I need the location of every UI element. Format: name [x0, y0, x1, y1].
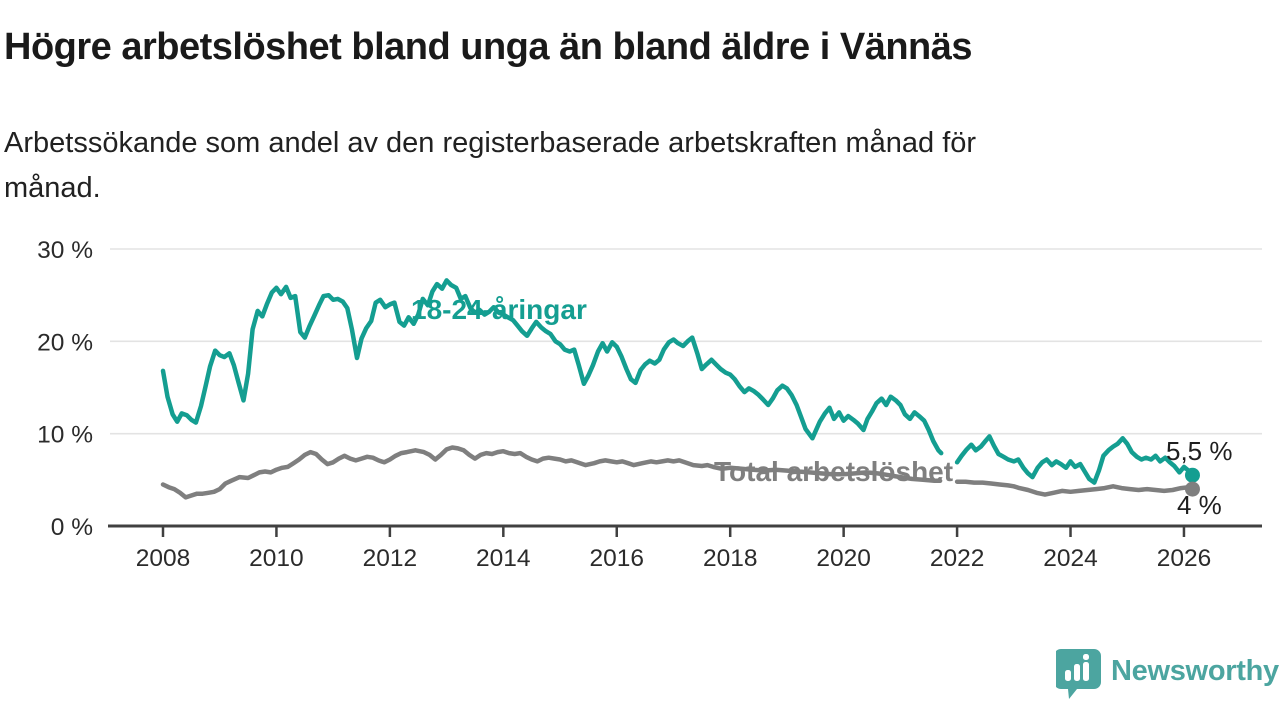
chart-subtitle: Arbetssökande som andel av den registerb… — [4, 121, 976, 211]
subtitle-line-1: Arbetssökande som andel av den registerb… — [4, 127, 977, 159]
series-label-total: Total arbetslöshet — [714, 456, 954, 487]
y-tick-label-20: 20 % — [37, 329, 93, 356]
series-line-0-seg-0 — [160, 278, 944, 456]
series-line-1-seg-1 — [954, 479, 1195, 497]
newsworthy-logo: Newsworthy — [1056, 648, 1279, 700]
y-tick-label-10: 10 % — [37, 422, 93, 449]
x-tick-label-2014: 2014 — [476, 545, 531, 572]
x-tick-label-2026: 2026 — [1157, 545, 1212, 572]
x-tick-label-2020: 2020 — [816, 545, 871, 572]
x-tick-label-2012: 2012 — [363, 545, 418, 572]
x-tick-label-2022: 2022 — [930, 545, 985, 572]
y-tick-label-0: 0 % — [51, 514, 93, 541]
series-line-1-seg-0 — [160, 445, 943, 500]
newsworthy-logo-icon — [1056, 649, 1101, 699]
end-value-label-youth: 5,5 % — [1166, 436, 1233, 466]
series-end-dot-0 — [1184, 467, 1200, 483]
x-tick-label-2008: 2008 — [136, 545, 191, 572]
page-title: Högre arbetslöshet bland unga än bland ä… — [4, 26, 973, 68]
x-tick-label-2016: 2016 — [590, 545, 645, 572]
x-tick-label-2024: 2024 — [1043, 545, 1098, 572]
subtitle-line-2: månad. — [4, 172, 101, 204]
series-end-dot-1 — [1184, 481, 1200, 497]
newsworthy-logo-text: Newsworthy — [1111, 655, 1279, 687]
series-line-0-seg-1 — [954, 434, 1195, 485]
x-tick-label-2010: 2010 — [249, 545, 304, 572]
y-tick-label-30: 30 % — [37, 237, 93, 264]
series-label-youth: 18-24-åringar — [411, 294, 587, 325]
x-tick-label-2018: 2018 — [703, 545, 758, 572]
end-value-label-total: 4 % — [1177, 490, 1222, 520]
